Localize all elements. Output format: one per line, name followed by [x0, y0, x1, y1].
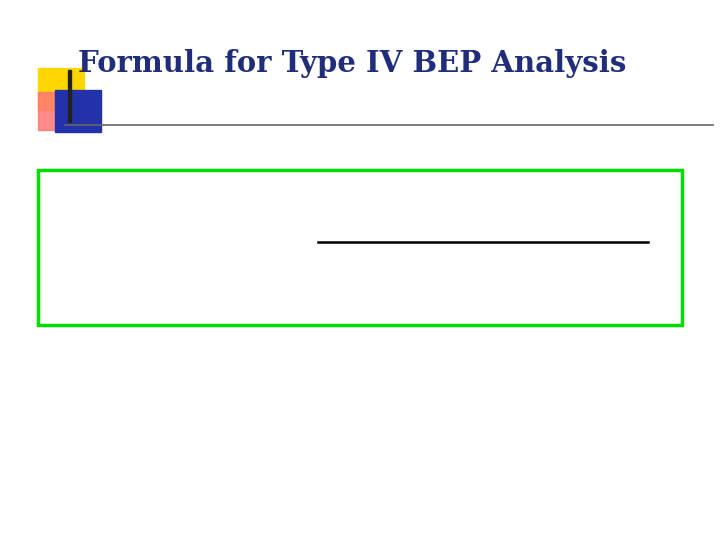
Text: new offering: new offering — [567, 220, 655, 233]
Bar — [38, 68, 84, 110]
Text: Break-Even Rate = (: Break-Even Rate = ( — [52, 237, 305, 259]
Text: old offering: old offering — [567, 264, 649, 276]
Bar — [68, 70, 71, 122]
FancyBboxPatch shape — [38, 170, 682, 325]
Text: Unit Contribution_: Unit Contribution_ — [322, 254, 555, 276]
Text: (: ( — [305, 227, 325, 269]
Text: Formula for Type IV BEP Analysis: Formula for Type IV BEP Analysis — [78, 49, 626, 78]
Text: ): ) — [653, 227, 672, 269]
Bar — [38, 92, 70, 130]
Text: Unit Contribution_: Unit Contribution_ — [322, 211, 555, 233]
Bar — [55, 90, 101, 132]
